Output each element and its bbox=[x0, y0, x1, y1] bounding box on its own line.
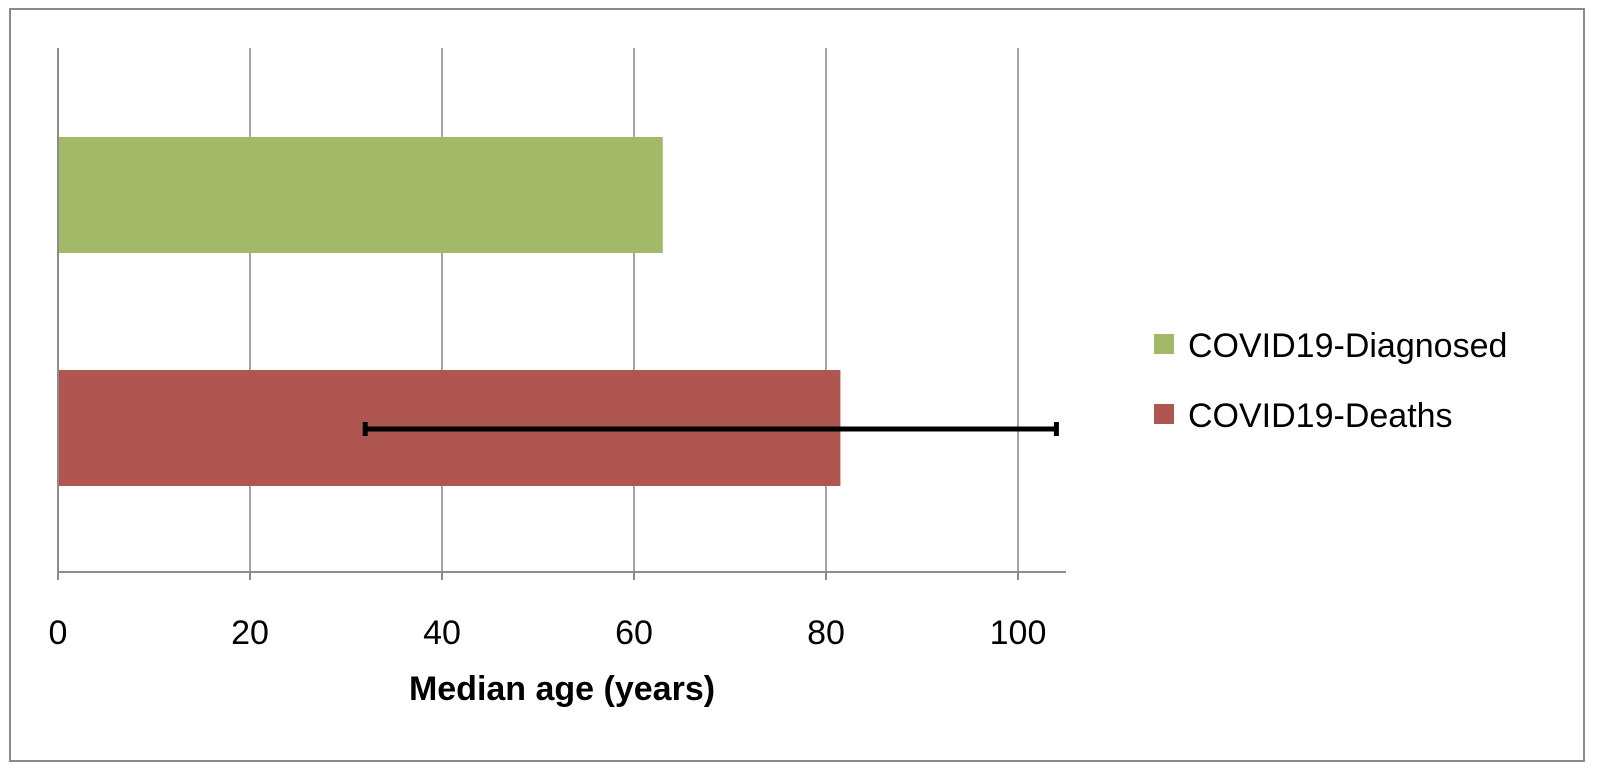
bars bbox=[58, 137, 841, 486]
legend-label-covid19-deaths: COVID19-Deaths bbox=[1188, 397, 1453, 435]
legend: COVID19-Diagnosed COVID19-Deaths bbox=[1154, 327, 1507, 435]
chart-frame bbox=[9, 8, 1585, 762]
x-tick-label-60: 60 bbox=[615, 614, 653, 652]
x-tick-label-80: 80 bbox=[807, 614, 845, 652]
legend-label-covid19-diagnosed: COVID19-Diagnosed bbox=[1188, 327, 1507, 365]
x-tick-label-40: 40 bbox=[423, 614, 461, 652]
gridlines bbox=[57, 48, 1019, 572]
x-axis bbox=[57, 48, 1066, 580]
error-bars bbox=[362, 422, 1059, 436]
x-tick-labels: 0 20 40 60 80 100 bbox=[49, 614, 1047, 652]
x-axis-title: Median age (years) bbox=[409, 670, 715, 708]
bar-covid19-diagnosed bbox=[58, 137, 663, 253]
legend-swatch-covid19-diagnosed bbox=[1154, 334, 1174, 354]
x-tick-label-100: 100 bbox=[990, 614, 1047, 652]
x-tick-label-20: 20 bbox=[231, 614, 269, 652]
legend-swatch-covid19-deaths bbox=[1154, 404, 1174, 424]
x-tick-label-0: 0 bbox=[49, 614, 68, 652]
